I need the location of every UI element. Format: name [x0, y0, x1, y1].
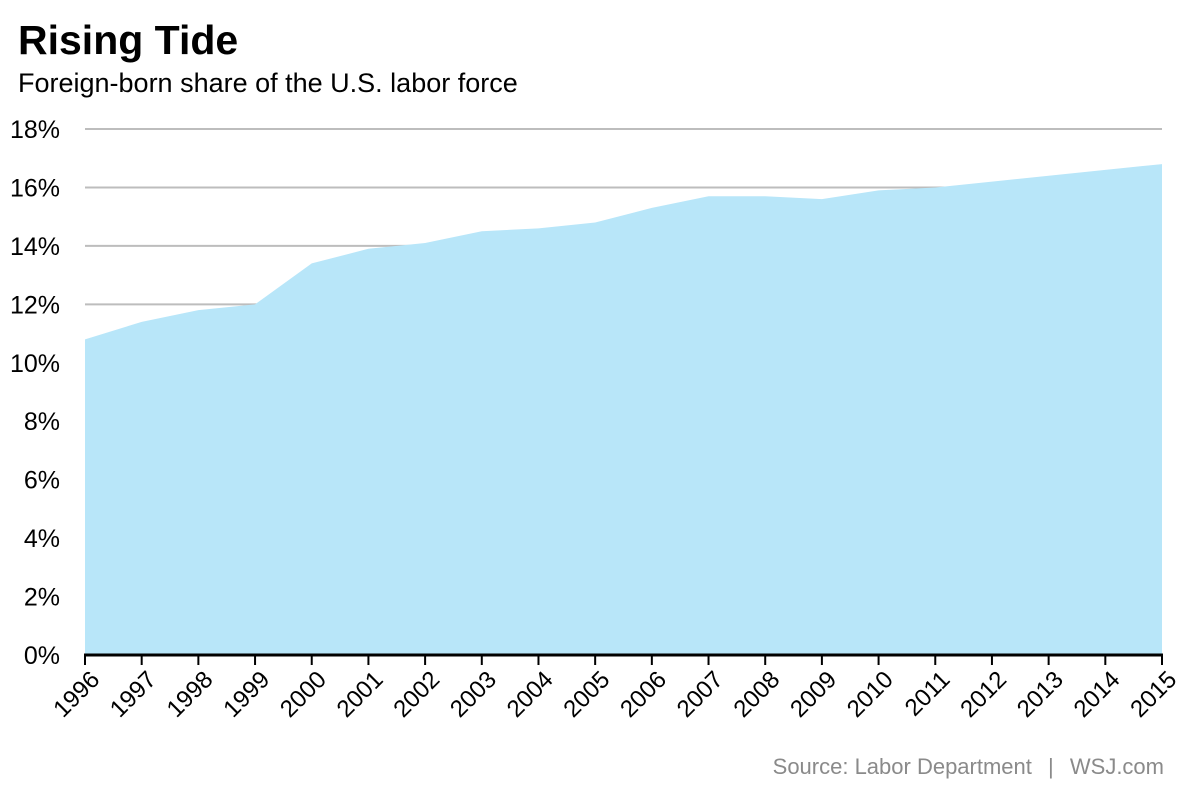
x-tick-label: 2005 — [558, 666, 615, 723]
x-tick-label: 2014 — [1069, 666, 1126, 723]
x-tick-label: 2007 — [672, 666, 729, 723]
x-tick-label: 1999 — [218, 666, 275, 723]
y-tick-label: 8% — [24, 408, 60, 436]
y-tick-label: 18% — [10, 116, 60, 144]
x-tick-label: 2006 — [615, 666, 672, 723]
source-credit: Source: Labor Department | WSJ.com — [773, 756, 1164, 778]
x-tick-label: 2004 — [502, 666, 559, 723]
y-tick-label: 2% — [24, 584, 60, 612]
x-axis-tick-labels: 1996 1997 1998 1999 2000 2001 2002 2003 2004 2005… — [48, 666, 1182, 723]
x-tick-label: 2008 — [728, 666, 785, 723]
x-tick-label: 2003 — [445, 666, 502, 723]
y-tick-label: 4% — [24, 525, 60, 553]
y-tick-label: 10% — [10, 350, 60, 378]
plot-area — [85, 164, 1162, 655]
x-tick-label: 2012 — [955, 666, 1012, 723]
y-tick-label: 0% — [24, 642, 60, 670]
y-tick-label: 12% — [10, 291, 60, 319]
y-tick-label: 16% — [10, 174, 60, 202]
x-tick-label: 2009 — [785, 666, 842, 723]
x-tick-label: 1997 — [105, 666, 162, 723]
x-tick-label: 2015 — [1125, 666, 1182, 723]
x-tick-label: 2000 — [275, 666, 332, 723]
y-axis-tick-labels: 0% 2% 4% 6% 8% 10% 12% 14% 16% 18% — [10, 116, 60, 670]
x-tick-label: 2011 — [900, 666, 956, 722]
x-tick-label: 2010 — [842, 666, 899, 723]
x-tick-label: 1998 — [162, 666, 219, 723]
area-series — [85, 164, 1162, 655]
y-tick-label: 14% — [10, 233, 60, 261]
chart-title: Rising Tide — [18, 17, 239, 63]
source-separator: | — [1048, 754, 1054, 779]
source-text: Source: Labor Department — [772, 754, 1032, 779]
chart-subtitle: Foreign-born share of the U.S. labor for… — [18, 68, 518, 98]
x-tick-label: 1996 — [48, 666, 105, 723]
publisher-link[interactable]: WSJ.com — [1069, 754, 1164, 779]
x-tick-label: 2001 — [332, 666, 389, 723]
y-tick-label: 6% — [24, 467, 60, 495]
x-axis — [84, 653, 1163, 665]
x-tick-label: 2013 — [1012, 666, 1069, 723]
x-tick-label: 2002 — [388, 666, 445, 723]
